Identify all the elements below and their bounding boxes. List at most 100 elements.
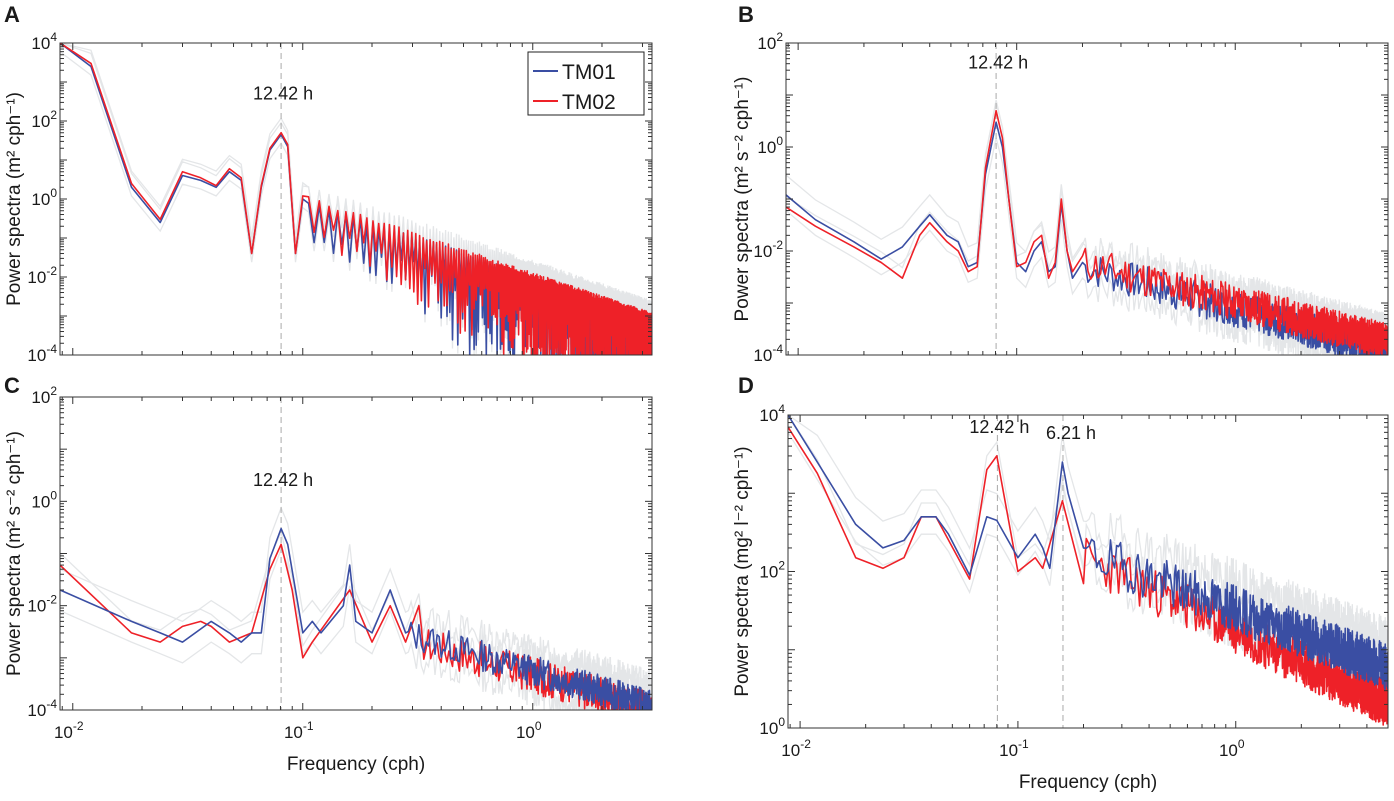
y-tick-label: 104 [31, 30, 57, 53]
tick-base: 10 [759, 719, 778, 738]
series-tm01 [60, 527, 652, 710]
plot-area-c [60, 397, 652, 710]
series-tm02 [786, 109, 1388, 355]
y-axis-label: Power spectra (m² s⁻² cph⁻¹) [732, 77, 753, 322]
x-axis-label: Frequency (cph) [1019, 772, 1157, 793]
y-tick-label: 102 [31, 108, 57, 131]
tick-base: 10 [31, 492, 50, 511]
y-tick-label: 104 [759, 402, 785, 425]
tick-exponent: 2 [778, 559, 785, 573]
tick-base: 10 [781, 741, 800, 760]
tick-base: 10 [27, 346, 46, 365]
tick-base: 10 [999, 741, 1018, 760]
x-tick-label: 100 [1219, 737, 1245, 760]
x-axis-label: Frequency (cph) [287, 754, 425, 775]
y-axis-label: Power spectra (mg² l⁻² cph⁻¹) [732, 446, 753, 696]
y-tick-label: 10-2 [27, 264, 57, 287]
y-tick-label: 102 [759, 559, 785, 582]
period-annotation: 6.21 h [1046, 423, 1096, 443]
tick-exponent: 0 [50, 488, 57, 502]
y-tick-label: 100 [31, 488, 57, 511]
x-tick-label: 100 [516, 719, 542, 742]
x-tick-label: 10-2 [54, 719, 84, 742]
y-tick-label: 10-4 [753, 342, 783, 365]
tick-exponent: 4 [50, 30, 57, 44]
panel-label-c: C [4, 373, 20, 398]
legend: TM01 TM02 [527, 51, 645, 116]
plot-area-b [786, 43, 1388, 355]
panel-label-a: A [4, 2, 20, 27]
tick-exponent: -1 [1018, 737, 1029, 751]
tick-base: 10 [31, 34, 50, 53]
legend-label-tm01: TM01 [562, 61, 616, 84]
period-annotation: 12.42 h [253, 470, 313, 490]
tick-exponent: -2 [46, 264, 57, 278]
x-tick-label: 10-2 [781, 737, 811, 760]
x-tick-label: 10-1 [284, 719, 314, 742]
tick-exponent: -2 [800, 737, 811, 751]
tick-base: 10 [757, 138, 776, 157]
tick-exponent: 0 [535, 719, 542, 733]
y-tick-label: 102 [31, 384, 57, 407]
tick-base: 10 [54, 723, 73, 742]
series-tm01 [788, 415, 1388, 691]
y-axis-label: Power spectra (m² cph⁻¹) [4, 92, 25, 306]
tick-exponent: 2 [776, 30, 783, 44]
tick-exponent: 0 [1238, 737, 1245, 751]
envelope-line [60, 506, 652, 699]
legend-label-tm02: TM02 [562, 91, 616, 114]
y-tick-label: 100 [31, 186, 57, 209]
tick-exponent: 0 [778, 715, 785, 729]
y-tick-label: 10-4 [27, 342, 57, 365]
tick-base: 10 [27, 597, 46, 616]
tick-exponent: -4 [772, 342, 783, 356]
tick-base: 10 [759, 406, 778, 425]
tick-base: 10 [284, 723, 303, 742]
y-axis-label: Power spectra (m² s⁻² cph⁻¹) [4, 431, 25, 676]
series-tm02 [788, 426, 1388, 726]
tick-base: 10 [31, 190, 50, 209]
tick-base: 10 [757, 34, 776, 53]
series-tm02 [60, 43, 652, 355]
tick-exponent: 0 [776, 134, 783, 148]
y-tick-label: 102 [757, 30, 783, 53]
plot-area-d [788, 415, 1388, 728]
tick-base: 10 [27, 268, 46, 287]
period-annotation: 12.42 h [253, 83, 313, 103]
y-tick-label: 10-2 [753, 238, 783, 261]
axes-frame [787, 414, 1389, 729]
y-tick-label: 10-2 [27, 593, 57, 616]
tick-exponent: -2 [73, 719, 84, 733]
tick-base: 10 [753, 346, 772, 365]
tick-base: 10 [31, 388, 50, 407]
tick-exponent: 2 [50, 384, 57, 398]
plot-area-a [60, 43, 652, 355]
tick-base: 10 [1219, 741, 1238, 760]
envelope-line [60, 547, 652, 710]
tick-base: 10 [759, 563, 778, 582]
y-tick-label: 10-4 [27, 697, 57, 720]
tick-exponent: -1 [303, 719, 314, 733]
tick-exponent: 0 [50, 186, 57, 200]
tick-exponent: -2 [46, 593, 57, 607]
y-tick-label: 100 [759, 715, 785, 738]
tick-exponent: 2 [50, 108, 57, 122]
y-tick-label: 100 [757, 134, 783, 157]
tick-exponent: -4 [46, 342, 57, 356]
tick-exponent: -2 [772, 238, 783, 252]
tick-base: 10 [31, 112, 50, 131]
period-annotation: 12.42 h [968, 52, 1028, 72]
tick-exponent: -4 [46, 697, 57, 711]
x-tick-label: 10-1 [999, 737, 1029, 760]
tick-base: 10 [753, 242, 772, 261]
panel-label-d: D [738, 373, 754, 398]
panel-label-b: B [738, 2, 754, 27]
period-annotation: 12.42 h [969, 417, 1029, 437]
tick-exponent: 4 [778, 402, 785, 416]
tick-base: 10 [516, 723, 535, 742]
